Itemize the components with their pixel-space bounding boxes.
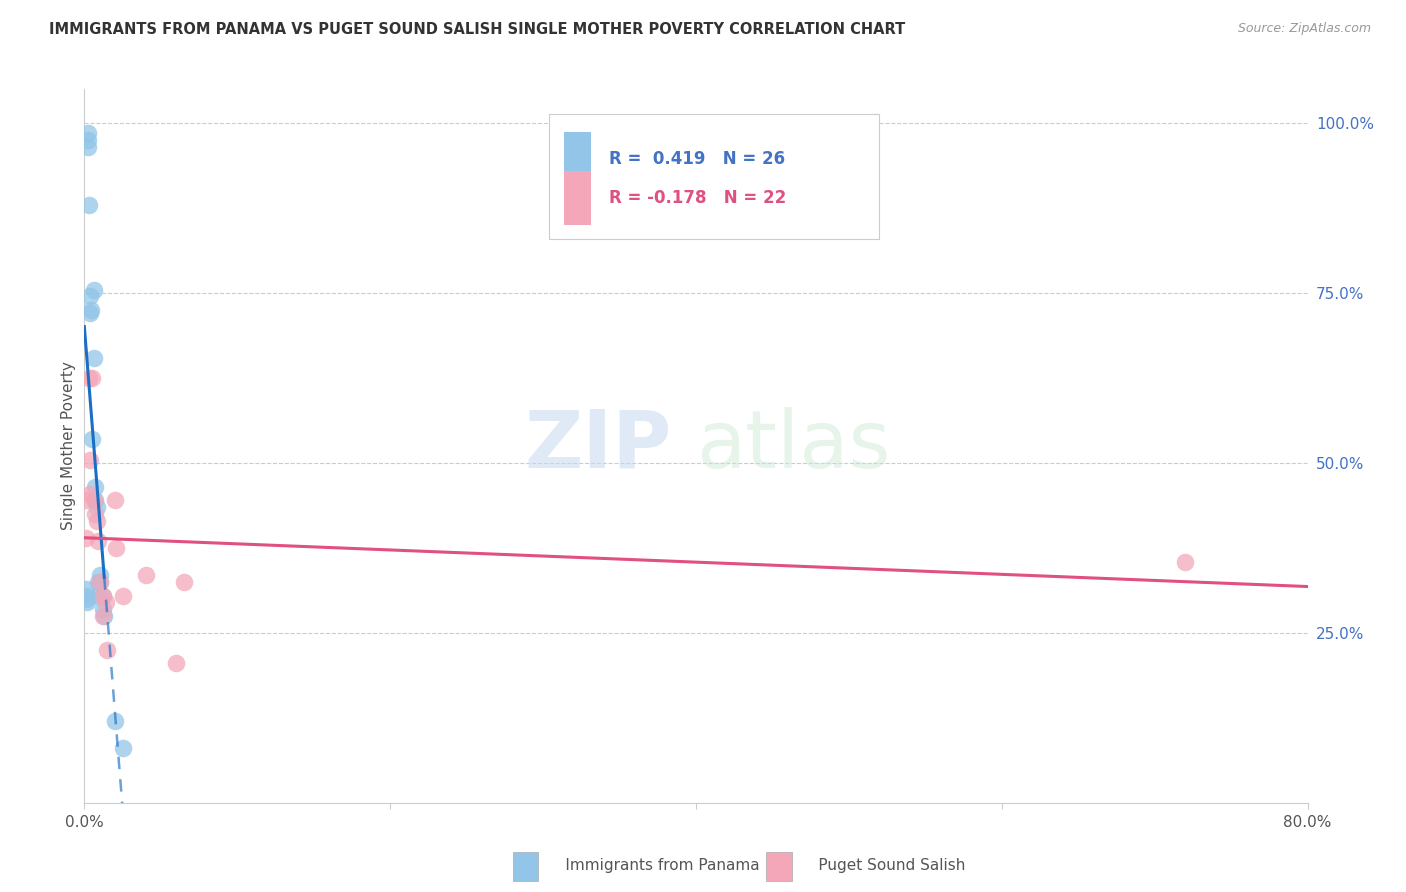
Point [111,741,134,756]
Point [173,574,195,589]
Text: R =  0.419   N = 26: R = 0.419 N = 26 [609,150,785,168]
Text: Source: ZipAtlas.com: Source: ZipAtlas.com [1237,22,1371,36]
Text: ZIP: ZIP [524,407,672,485]
Point [77,371,100,385]
Text: Puget Sound Salish: Puget Sound Salish [794,858,966,872]
Text: R = -0.178   N = 22: R = -0.178 N = 22 [609,189,786,207]
Point [79,452,101,467]
Point [165,657,187,671]
Point [91,602,114,616]
Point [80,432,103,446]
Bar [564,171,591,225]
Point [87,534,110,549]
Point [84,480,107,494]
Point [1174,555,1197,569]
Point [104,493,127,508]
Point [86,514,108,528]
Point [91,589,114,603]
Point [79,306,101,320]
Point [77,140,100,154]
Point [96,643,118,657]
Point [80,303,103,318]
Point [79,486,101,500]
Point [91,589,114,603]
Point [89,574,111,589]
Point [77,198,100,212]
Point [79,289,101,303]
Text: Immigrants from Panama: Immigrants from Panama [541,858,759,872]
Point [86,500,108,515]
Point [76,595,98,609]
Point [105,541,128,555]
Point [76,591,98,606]
Text: IMMIGRANTS FROM PANAMA VS PUGET SOUND SALISH SINGLE MOTHER POVERTY CORRELATION C: IMMIGRANTS FROM PANAMA VS PUGET SOUND SA… [49,22,905,37]
Point [77,133,100,147]
Point [84,493,107,508]
Text: atlas: atlas [696,407,890,485]
Point [104,714,127,729]
Point [93,608,115,623]
Point [75,493,97,508]
FancyBboxPatch shape [550,114,880,239]
Point [89,568,111,582]
Point [83,283,105,297]
Point [87,589,110,603]
Point [84,507,107,521]
Point [80,371,103,385]
Point [75,531,97,545]
Point [135,568,157,582]
Point [87,574,110,589]
Point [75,582,97,596]
Point [76,127,98,141]
Y-axis label: Single Mother Poverty: Single Mother Poverty [60,361,76,531]
Point [89,574,111,589]
Point [83,493,105,508]
Point [94,595,117,609]
Bar [564,132,591,186]
Point [111,589,134,603]
Point [76,589,98,603]
Point [83,351,105,365]
Point [93,608,115,623]
